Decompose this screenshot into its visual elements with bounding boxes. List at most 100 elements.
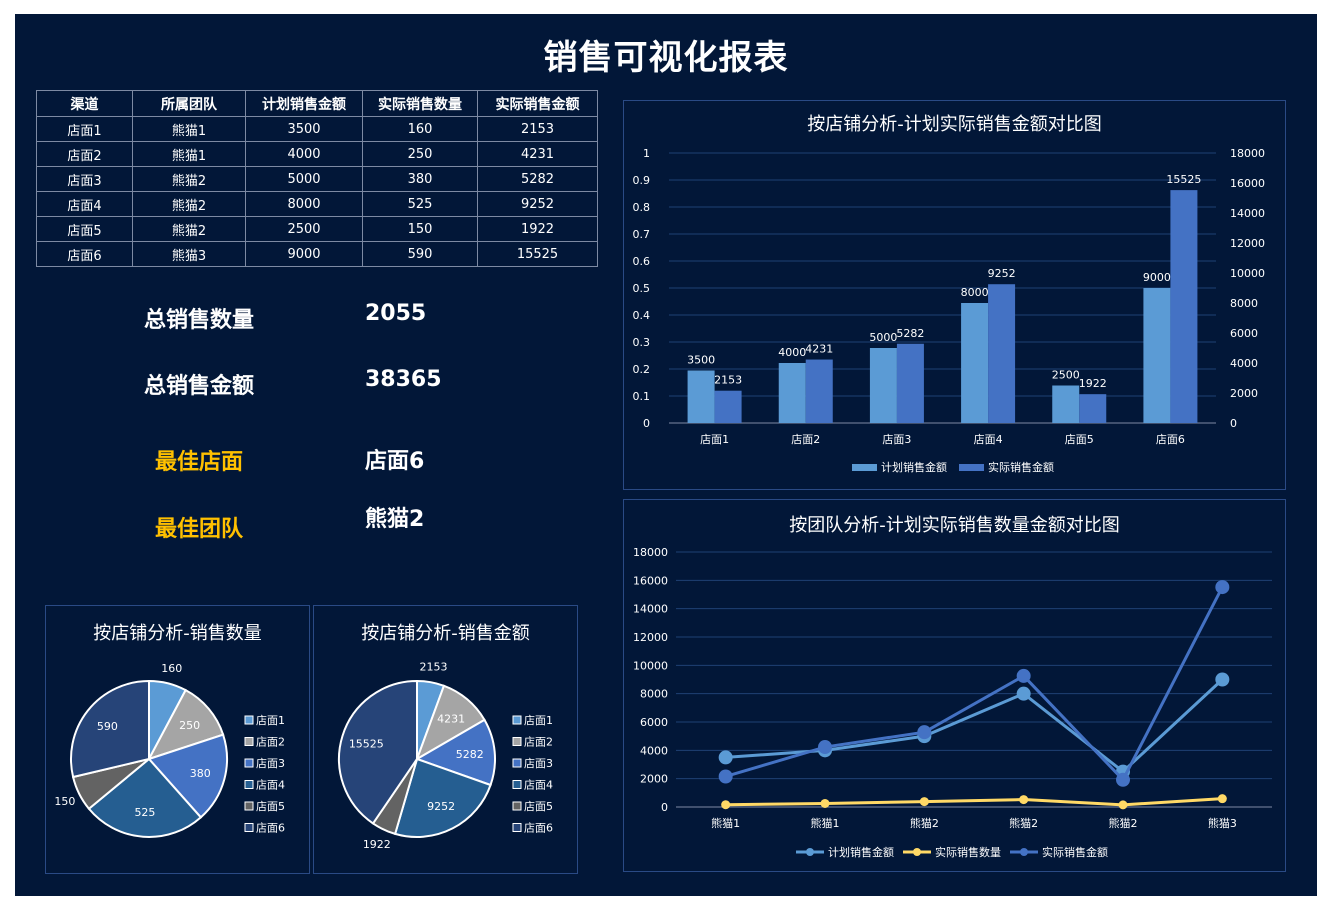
y-tick-label: 4000: [640, 744, 668, 757]
legend-swatch: [244, 737, 254, 746]
y-tick-label: 18000: [633, 546, 668, 559]
legend-label: 店面3: [524, 756, 553, 770]
table-cell: 店面2: [36, 141, 133, 167]
left-axis-tick-label: 0.6: [633, 255, 651, 268]
x-tick-label: 店面2: [791, 432, 820, 446]
table-cell: 店面3: [36, 166, 133, 192]
pie-amount-panel: 按店铺分析-销售金额 2153 4231 5282 9252 1922 15525 店面1 店…: [313, 605, 578, 874]
pie-slice: [414, 718, 496, 787]
right-axis-tick-label: 4000: [1230, 357, 1258, 370]
total-amount-value: 38365: [365, 367, 442, 392]
best-store-label: 最佳店面: [154, 450, 243, 475]
legend-swatch: [512, 780, 522, 789]
header-actual-amount: 实际销售金额: [477, 90, 598, 117]
table-cell: 熊猫2: [132, 166, 246, 192]
legend-label: 店面6: [524, 821, 553, 835]
slice-data-label: 1922: [363, 838, 391, 851]
bar: [988, 284, 1016, 423]
legend-swatch: [512, 801, 522, 811]
y-tick-label: 8000: [640, 688, 668, 701]
best-store-value: 店面6: [365, 449, 425, 474]
x-tick-label: 店面6: [1156, 432, 1185, 446]
left-axis-tick-label: 0.2: [633, 363, 651, 376]
data-point: [1016, 686, 1031, 701]
slice-data-label: 250: [179, 719, 200, 732]
legend-label: 店面5: [256, 799, 285, 813]
slice-data-label: 2153: [419, 660, 447, 673]
legend-swatch: [512, 823, 522, 832]
data-point: [1116, 772, 1130, 787]
y-tick-label: 2000: [640, 773, 668, 786]
slice-data-label: 160: [161, 662, 182, 675]
legend-swatch: [244, 823, 254, 832]
data-point: [1215, 672, 1230, 687]
table-cell: 4000: [245, 141, 363, 167]
table-cell: 8000: [245, 191, 363, 217]
left-axis-tick-label: 0.9: [633, 174, 651, 187]
legend-marker: [806, 848, 814, 856]
legend-label: 店面1: [524, 713, 553, 727]
table-row: 店面2 熊猫1 4000 250 4231: [36, 141, 598, 167]
series-line: [725, 586, 1224, 783]
table-cell: 525: [362, 191, 478, 217]
total-qty-value: 2055: [365, 301, 427, 326]
header-actual-qty: 实际销售数量: [362, 90, 478, 117]
table-cell: 9252: [477, 191, 598, 217]
table-cell: 店面5: [36, 216, 133, 242]
line-chart: 0 2000 4000 6000 8000 10000 12000 14000 16000 180…: [633, 546, 1272, 859]
table-cell: 店面4: [36, 191, 133, 217]
total-amount-label: 总销售金额: [143, 374, 254, 399]
y-tick-label: 0: [661, 801, 668, 814]
legend-label: 店面4: [256, 778, 285, 792]
right-axis-tick-label: 2000: [1230, 387, 1258, 400]
bar: [778, 363, 806, 423]
data-point: [820, 798, 830, 808]
bar: [961, 303, 989, 423]
slice-data-label: 5282: [456, 748, 484, 761]
table-row: 店面3 熊猫2 5000 380 5282: [36, 166, 598, 192]
bar-data-label: 2153: [714, 374, 742, 387]
y-tick-label: 16000: [633, 574, 668, 587]
bar-data-label: 5000: [869, 331, 897, 344]
pie-amount-chart: 2153 4231 5282 9252 1922 15525 店面1 店面2 店面3 店面4 店面5…: [338, 660, 553, 851]
pie-qty-panel: 按店铺分析-销售数量 160 250 380 525 150 590 店面1 店面2 店面3 店面…: [45, 605, 310, 874]
x-tick-label: 店面5: [1065, 432, 1094, 446]
pie-qty-title: 按店铺分析-销售数量: [93, 623, 262, 644]
legend-swatch: [852, 464, 877, 471]
table-cell: 160: [362, 116, 478, 142]
line-chart-title: 按团队分析-计划实际销售数量金额对比图: [789, 515, 1120, 536]
right-axis-tick-label: 8000: [1230, 297, 1258, 310]
data-point: [917, 725, 932, 740]
table-cell: 5282: [477, 166, 598, 192]
bar-chart: 0 0.1 0.2 0.3 0.4 0.5 0.6 0.7 0.8 0.9 1 0 2000 4000 60…: [633, 147, 1266, 474]
data-point: [718, 769, 733, 784]
y-tick-label: 12000: [633, 631, 668, 644]
y-tick-label: 10000: [633, 659, 668, 672]
legend-label: 店面6: [256, 821, 285, 835]
legend-swatch: [512, 758, 522, 768]
bar-data-label: 1922: [1079, 377, 1107, 390]
x-tick-label: 熊猫1: [711, 816, 740, 830]
legend-label: 店面3: [256, 756, 285, 770]
data-point: [1215, 580, 1230, 595]
right-axis-tick-label: 14000: [1230, 207, 1265, 220]
pie-slice: [338, 679, 418, 825]
data-point: [818, 740, 832, 755]
legend-swatch: [244, 715, 254, 725]
table-cell: 熊猫2: [132, 191, 246, 217]
bar-data-label: 5282: [896, 327, 924, 340]
header-channel: 渠道: [36, 90, 133, 117]
legend-label: 计划销售金额: [828, 845, 894, 859]
table-cell: 店面6: [36, 241, 133, 267]
x-tick-label: 熊猫2: [1009, 816, 1038, 830]
bar-data-label: 4000: [778, 346, 806, 359]
left-axis-tick-label: 0.1: [633, 390, 651, 403]
table-cell: 熊猫2: [132, 216, 246, 242]
x-tick-label: 店面3: [882, 432, 911, 446]
left-axis-tick-label: 1: [643, 147, 650, 160]
page-title: 销售可视化报表: [543, 38, 789, 78]
bar: [869, 348, 897, 423]
header-plan-amount: 计划销售金额: [245, 90, 363, 117]
slice-data-label: 150: [54, 795, 75, 808]
data-point: [718, 750, 733, 765]
